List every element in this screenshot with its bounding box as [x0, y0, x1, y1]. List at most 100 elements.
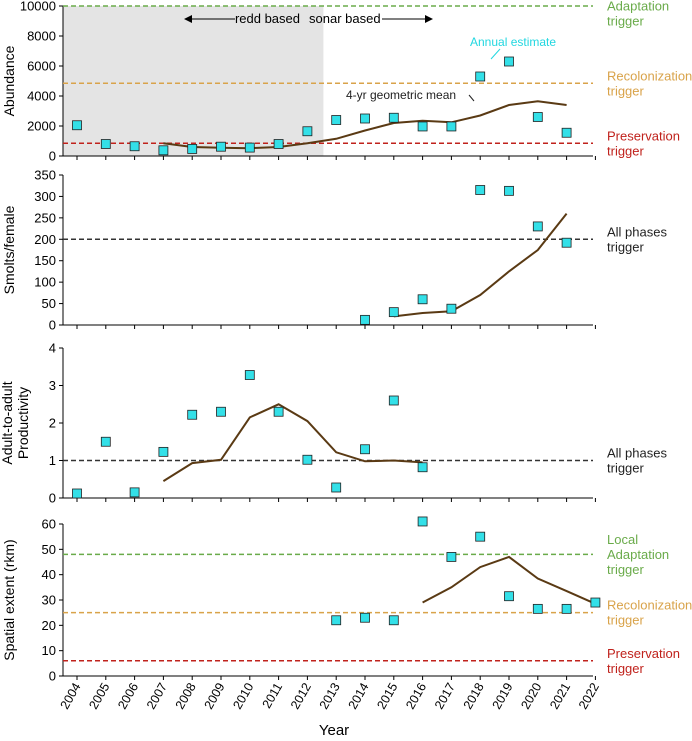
x-axis: 2004 2005 2006 2007 2008 2009 2010 2011 2012 2013… [58, 680, 602, 711]
data-point-2019 [504, 591, 514, 602]
data-point-2015 [388, 615, 399, 626]
data-point-2009 [216, 406, 226, 417]
y-tick-label: 250 [34, 210, 56, 225]
y-tick-label: 350 [34, 168, 56, 183]
y-tick-label: 1 [49, 453, 56, 468]
y-tick-label: 6000 [27, 59, 56, 74]
redd-based-label: redd based [235, 11, 300, 26]
data-point-2010 [244, 370, 255, 380]
y-tick-label: 50 [42, 542, 56, 557]
x-tick-label-2007: 2007 [144, 680, 170, 711]
data-point-2010 [244, 142, 255, 153]
y-tick-label: 300 [34, 189, 56, 204]
annual-estimate-leader [490, 48, 501, 60]
x-tick-label-2013: 2013 [317, 680, 343, 711]
annual-estimate-label: Annual estimate [470, 35, 556, 49]
y-tick-label: 100 [34, 275, 56, 290]
x-tick-label-2011: 2011 [260, 680, 286, 710]
data-point-2015 [388, 307, 399, 318]
x-tick-label-2009: 2009 [202, 680, 228, 711]
data-point-2015 [388, 112, 399, 123]
y-tick-label: 20 [42, 618, 56, 633]
threshold-label: trigger [607, 461, 645, 476]
x-tick-label-2021: 2021 [547, 680, 573, 711]
data-point-2013 [331, 615, 342, 626]
data-point-2022 [590, 597, 601, 608]
x-tick-label-2014: 2014 [346, 680, 372, 711]
data-point-2016 [417, 462, 428, 473]
data-point-2019 [504, 185, 514, 196]
x-tick-label-2017: 2017 [432, 680, 458, 711]
data-point-2014 [360, 314, 370, 325]
threshold-label: Recolonization [607, 68, 692, 83]
threshold-label: Adaptation [607, 547, 669, 562]
y-tick-label: 50 [42, 296, 56, 311]
y-tick-label: 8000 [27, 29, 56, 44]
y-tick-label: 30 [42, 593, 56, 608]
data-point-2018 [475, 185, 486, 195]
data-point-2013 [331, 482, 342, 493]
y-axis-label: Productivity [15, 387, 31, 459]
data-point-2006 [129, 141, 140, 152]
data-point-2020 [532, 112, 543, 122]
data-point-2018 [475, 531, 486, 542]
data-point-2013 [331, 115, 342, 125]
threshold-label: Preservation [607, 646, 680, 661]
x-tick-label-2005: 2005 [86, 680, 112, 711]
threshold-label: trigger [607, 661, 645, 676]
data-point-2020 [532, 221, 543, 232]
data-point-2015 [388, 395, 399, 406]
threshold-label: Adaptation [607, 0, 669, 14]
data-point-2021 [561, 237, 572, 248]
x-tick-label-2008: 2008 [173, 680, 199, 711]
smolts-panel: 0 50 100 150 200 250 300 350 Smolts/female All ph… [1, 168, 667, 333]
data-point-2009 [216, 141, 226, 152]
data-point-2016 [417, 121, 428, 132]
data-point-2020 [532, 603, 543, 614]
threshold-label: trigger [607, 562, 645, 577]
threshold-label: trigger [607, 14, 645, 29]
y-axis-label: Abundance [1, 45, 17, 116]
data-point-2012 [302, 126, 313, 137]
y-axis-label: Adult-to-adult [0, 381, 15, 464]
abundance-panel: 0200040006000800010000AbundanceLocalAdap… [1, 0, 692, 164]
y-tick-label: 200 [34, 232, 56, 247]
y-tick-label: 0 [49, 149, 56, 164]
data-point-2011 [273, 406, 284, 417]
sonar-based-label: sonar based [309, 11, 381, 26]
y-tick-label: 60 [42, 517, 56, 532]
data-point-2011 [273, 139, 284, 149]
data-point-2008 [187, 409, 198, 420]
data-point-2016 [417, 294, 428, 305]
data-point-2014 [360, 612, 370, 623]
y-tick-label: 40 [42, 567, 56, 582]
x-tick-label-2022: 2022 [576, 680, 602, 711]
y-tick-label: 3 [49, 378, 56, 393]
x-tick-label-2010: 2010 [230, 680, 256, 711]
data-point-2021 [561, 603, 572, 614]
y-tick-label: 4000 [27, 89, 56, 104]
geometric-mean-leader [468, 94, 475, 102]
spatial-extent-panel: 0 10 20 30 40 50 60 Spatial extent (rkm) LocalAd… [1, 517, 692, 684]
data-point-2014 [360, 444, 370, 455]
y-tick-label: 0 [49, 669, 56, 684]
threshold-label: Preservation [607, 128, 680, 143]
y-axis-label: Spatial extent (rkm) [1, 539, 17, 660]
data-point-2007 [158, 145, 169, 156]
data-point-2017 [446, 121, 457, 132]
geometric-mean-line [422, 555, 596, 605]
x-tick-label-2015: 2015 [374, 680, 400, 711]
data-point-2017 [446, 552, 457, 562]
x-tick-label-2020: 2020 [518, 680, 544, 711]
y-tick-label: 2000 [27, 119, 56, 134]
y-tick-label: 10 [42, 643, 56, 658]
threshold-label: trigger [607, 613, 645, 628]
geometric-mean-line [162, 403, 423, 482]
data-point-2007 [158, 446, 169, 457]
threshold-label: All phases [607, 446, 667, 461]
data-point-2004 [72, 120, 82, 131]
x-axis-label: Year [319, 722, 349, 739]
x-tick-label-2004: 2004 [58, 680, 84, 711]
x-tick-label-2012: 2012 [288, 680, 314, 711]
threshold-label: All phases [607, 224, 667, 239]
